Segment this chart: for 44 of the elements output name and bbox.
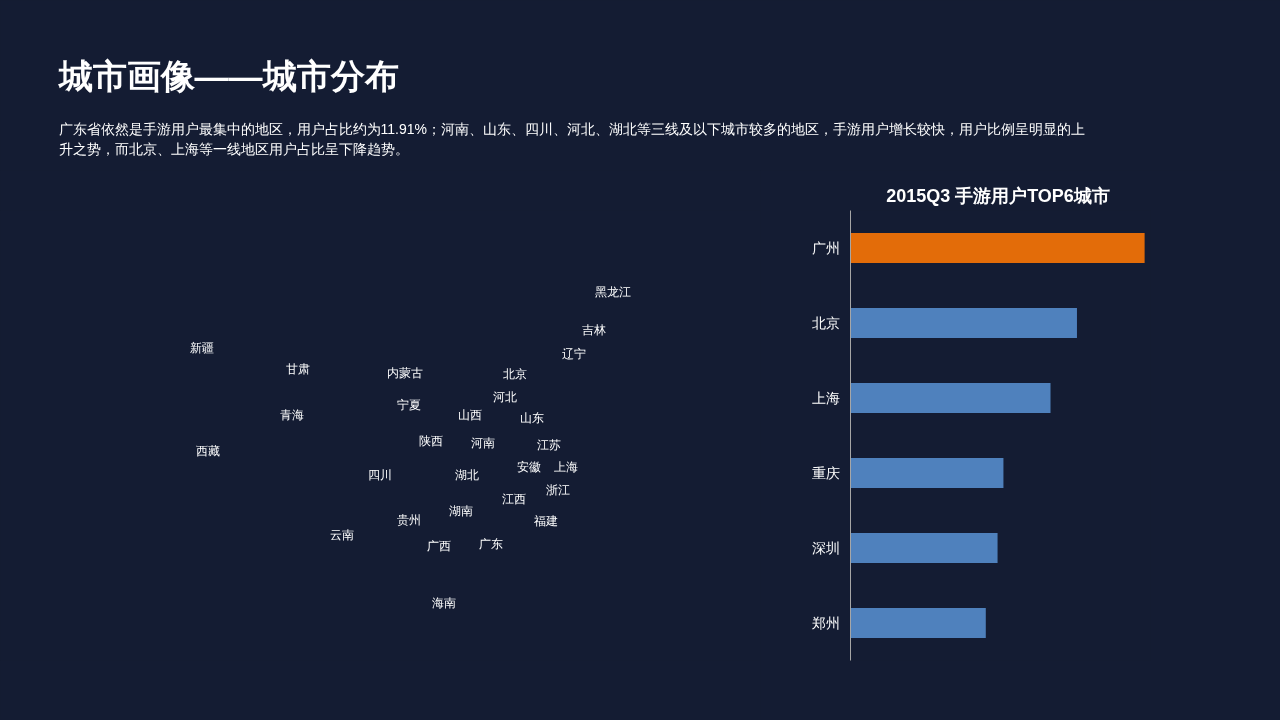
text: 河北 [492, 390, 517, 405]
text: 湖北 [454, 467, 479, 482]
y-tick-label: 深圳 [811, 540, 840, 556]
y-tick-label: 郑州 [811, 615, 840, 631]
text: 江西 [501, 491, 526, 506]
bar [850, 608, 986, 638]
text: 辽宁 [561, 346, 586, 361]
text: 内蒙古 [386, 366, 423, 381]
text: 浙江 [545, 483, 570, 498]
y-tick-label: 广州 [811, 240, 840, 256]
text: 宁夏 [396, 398, 421, 413]
text: 青海 [279, 408, 304, 423]
text: 湖南 [448, 503, 473, 518]
bar [850, 233, 1145, 263]
text: 河南 [470, 435, 495, 450]
text: 西藏 [195, 444, 220, 459]
text: 北京 [502, 367, 527, 382]
text: 广东 [478, 537, 503, 552]
text: 海南 [431, 596, 456, 611]
text: 四川 [367, 467, 392, 482]
text: 城市画像——城市分布 [56, 56, 399, 95]
bar [850, 458, 1004, 488]
y-tick-label: 上海 [811, 390, 840, 406]
text: 广西 [426, 538, 451, 553]
text: 江苏 [536, 438, 561, 453]
text: 福建 [533, 513, 558, 528]
text: 吉林 [581, 322, 606, 337]
text: 山东 [519, 410, 544, 425]
text: 陕西 [418, 434, 443, 449]
text: 广东省依然是手游用户最集中的地区，用户占比约为11.91%；河南、山东、四川、河北、湖北等三线及以下城市较多的地区，手游用户增长较快，用户比例呈明显的上升之势，而北京、上海等一线地区用户占比呈下降趋势。 [58, 120, 1085, 157]
text: 山西 [457, 408, 482, 423]
text: 上海 [553, 460, 578, 475]
text: 云南 [329, 527, 354, 542]
bar [850, 308, 1077, 338]
text: 新疆 [189, 340, 214, 355]
y-tick-label: 重庆 [811, 465, 840, 481]
bar [850, 383, 1051, 413]
text: 黑龙江 [594, 284, 631, 299]
bar [850, 533, 998, 563]
text: 贵州 [396, 512, 421, 527]
text: 安徽 [516, 459, 541, 474]
text: 甘肃 [285, 362, 310, 377]
chart-title: 2015Q3 手游用户TOP6城市 [886, 185, 1110, 206]
y-tick-label: 北京 [811, 315, 840, 331]
